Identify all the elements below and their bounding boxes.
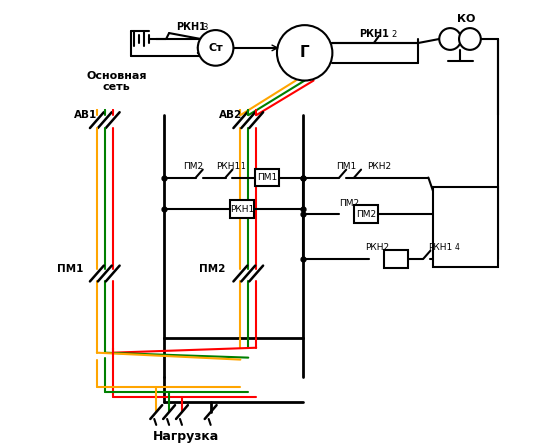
Text: 3: 3 [203,23,208,32]
Text: РКН2: РКН2 [365,243,389,252]
Circle shape [439,28,461,50]
Text: РКН1: РКН1 [230,205,254,214]
Text: РКН1: РКН1 [359,29,389,39]
Text: ПМ2: ПМ2 [183,162,203,171]
Text: 1: 1 [240,162,245,171]
Text: ПМ2: ПМ2 [199,264,225,273]
Text: ПМ1: ПМ1 [57,264,84,273]
Bar [354,205,378,223]
Bar [384,250,408,268]
Text: РКН1: РКН1 [428,243,452,252]
Text: КО: КО [457,14,475,24]
Text: АВ2: АВ2 [219,110,242,120]
Bar [433,187,498,267]
Text: 4: 4 [455,243,460,252]
Text: РКН2: РКН2 [367,162,391,171]
Text: ПМ1: ПМ1 [336,162,357,171]
Text: ПМ2: ПМ2 [339,199,359,208]
Circle shape [439,198,461,220]
Text: РКН1: РКН1 [217,162,241,171]
Text: ПМ2: ПМ2 [356,210,376,219]
Bar [230,200,254,218]
Text: сеть: сеть [103,83,131,92]
Text: Ст: Ст [208,43,223,53]
Circle shape [459,28,481,50]
Text: 2: 2 [392,29,397,38]
Text: РКН1: РКН1 [176,22,206,32]
Text: Основная: Основная [86,70,147,81]
Text: Г: Г [300,45,310,60]
Circle shape [459,198,481,220]
Text: АВ1: АВ1 [74,110,97,120]
Bar [255,169,279,186]
Circle shape [277,25,333,81]
Text: Нагрузка: Нагрузка [153,430,219,443]
Text: ПМ1: ПМ1 [257,173,277,182]
Circle shape [198,30,234,66]
